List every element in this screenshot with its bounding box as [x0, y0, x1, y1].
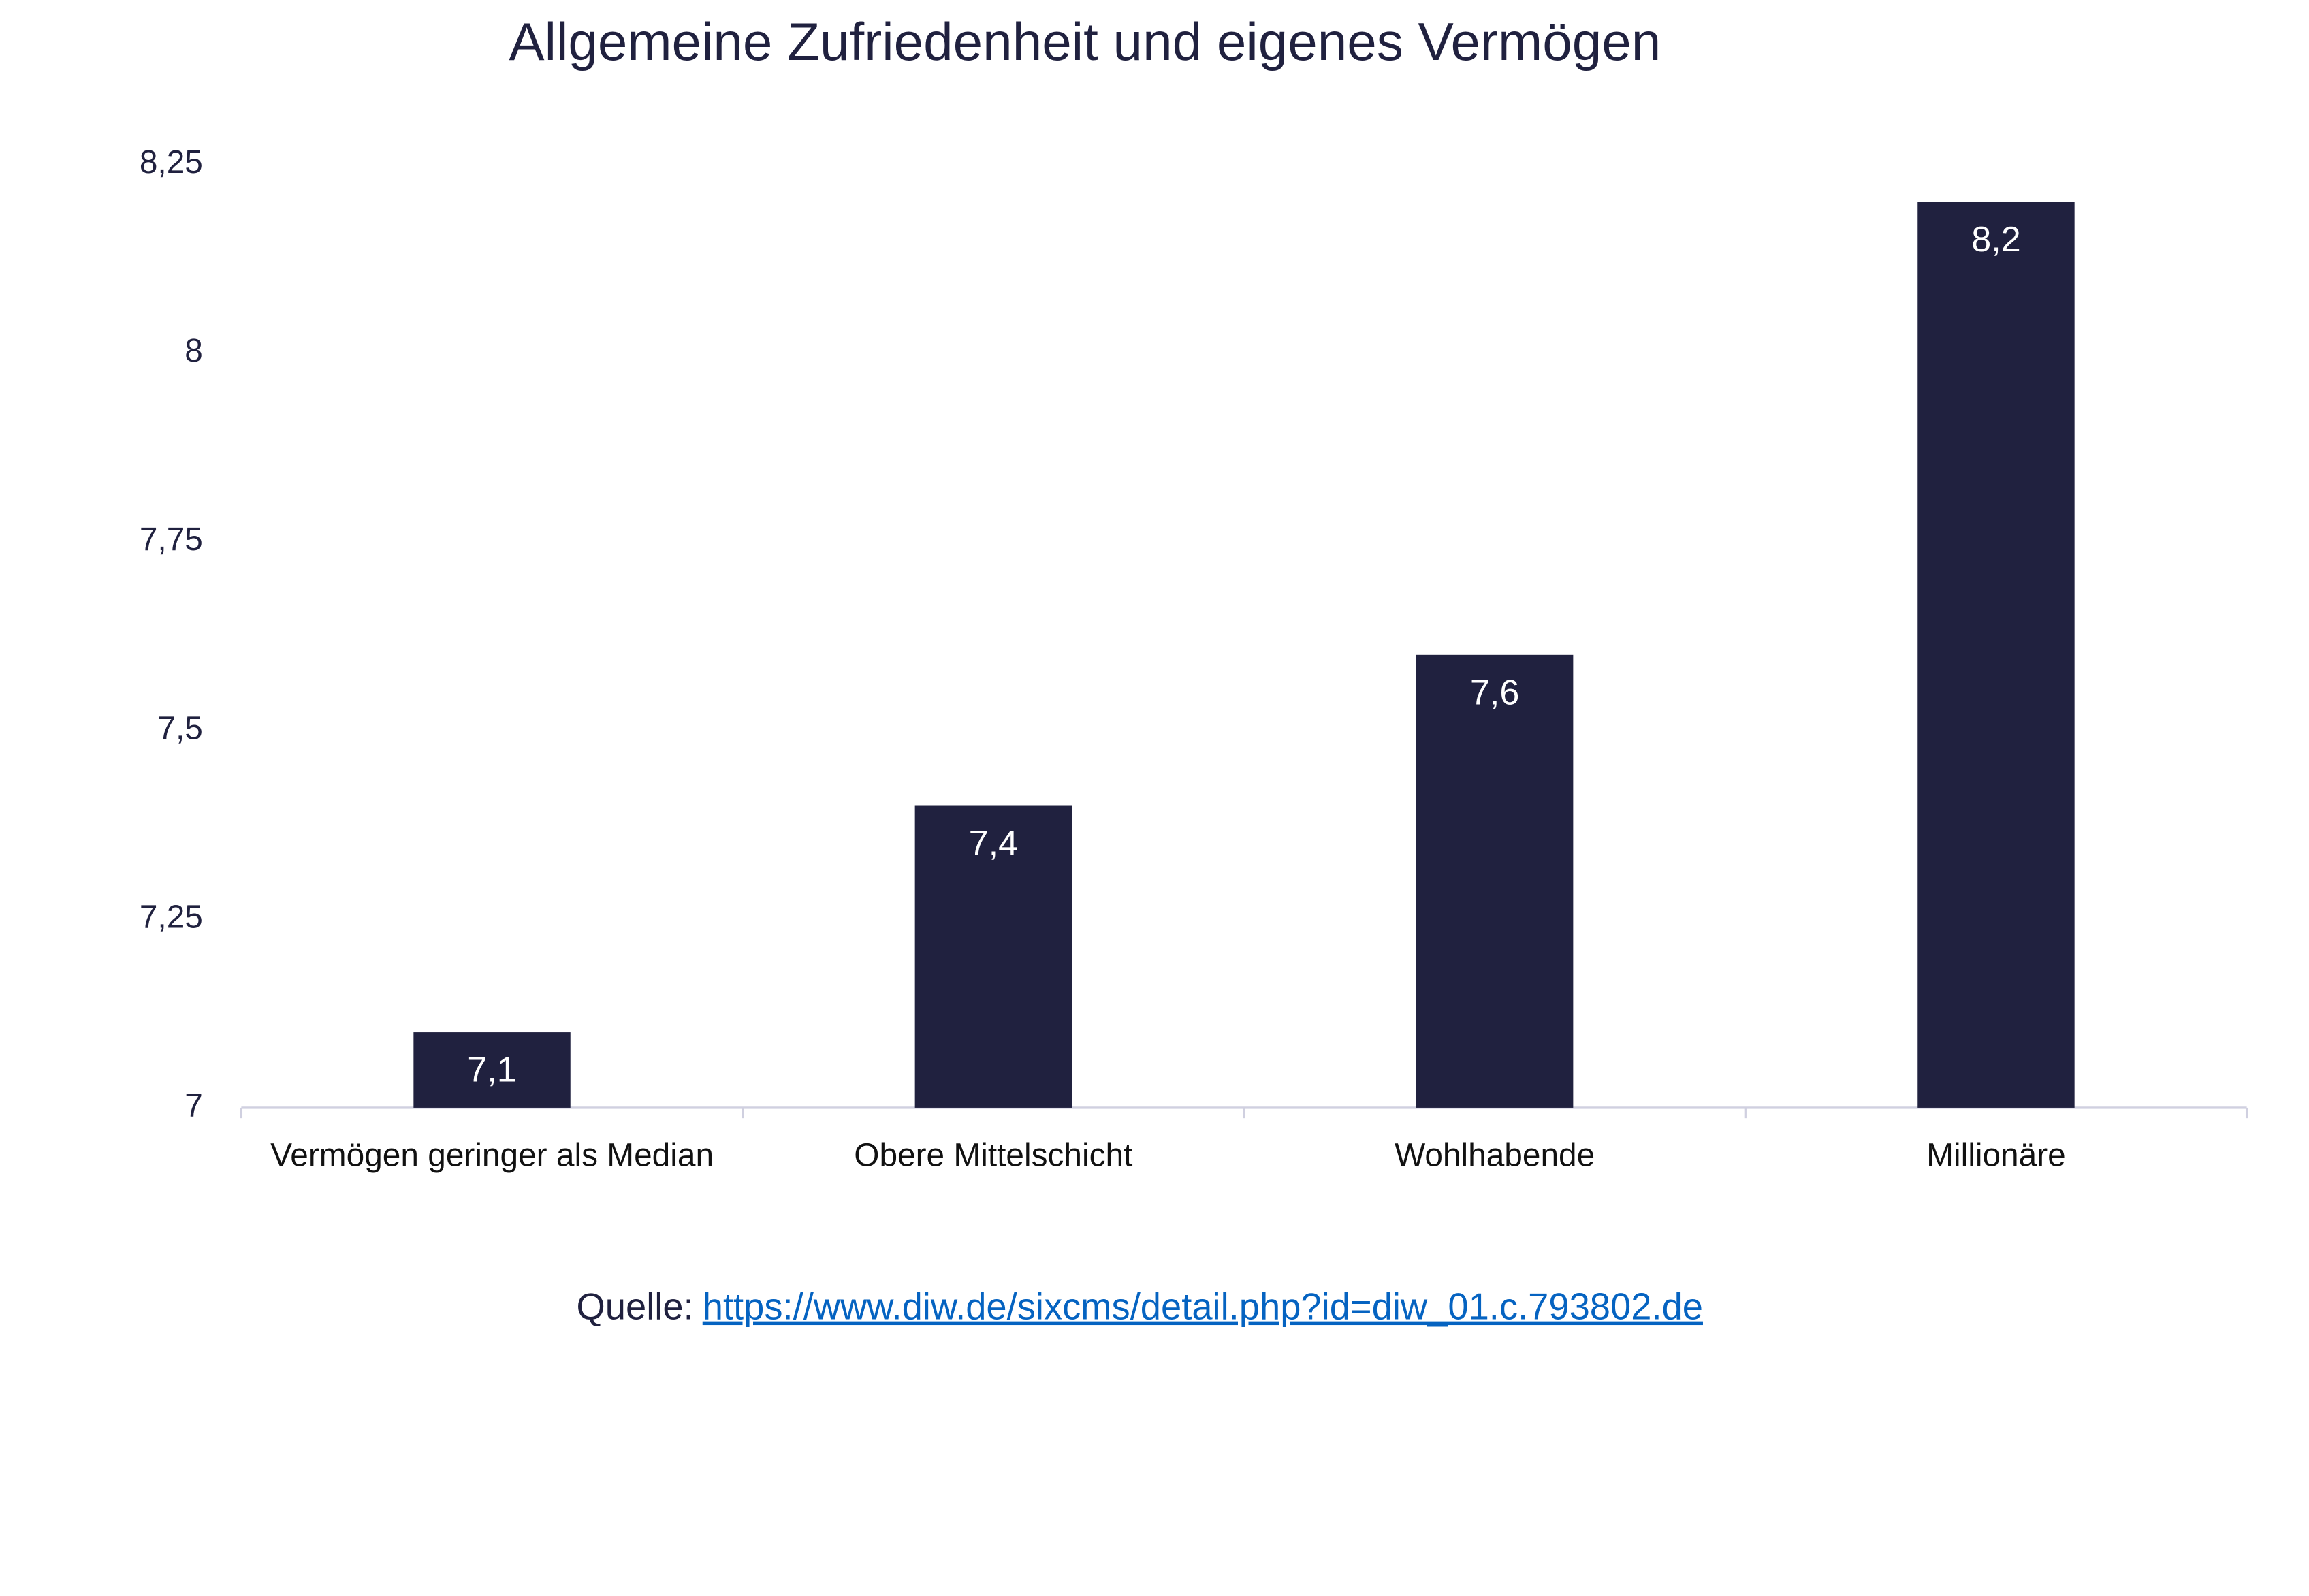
x-tick-label: Obere Mittelschicht: [854, 1137, 1132, 1173]
y-tick-label: 8,25: [140, 144, 203, 180]
x-tick-label: Millionäre: [1926, 1137, 2066, 1173]
source-label: Quelle:: [577, 1286, 694, 1328]
y-tick-label: 7,5: [157, 710, 202, 746]
data-label: 7,4: [969, 824, 1019, 863]
bar: [914, 805, 1072, 1108]
x-tick-label: Vermögen geringer als Median: [270, 1137, 714, 1173]
source-link[interactable]: https://www.diw.de/sixcms/detail.php?id=…: [703, 1286, 1703, 1328]
data-label: 8,2: [1971, 220, 2021, 259]
data-label: 7,1: [467, 1051, 517, 1090]
chart-title: Allgemeine Zufriedenheit und eigenes Ver…: [509, 12, 1661, 71]
y-tick-label: 7: [185, 1088, 203, 1124]
y-tick-label: 8: [185, 333, 203, 369]
bar: [1917, 202, 2075, 1108]
y-tick-label: 7,25: [140, 899, 203, 935]
bar: [413, 1032, 571, 1108]
source: Quelle: https://www.diw.de/sixcms/detail.…: [577, 1286, 1703, 1328]
bar: [1416, 654, 1574, 1108]
x-tick-label: Wohlhabende: [1395, 1137, 1595, 1173]
data-label: 7,6: [1470, 673, 1520, 712]
y-tick-label: 7,75: [140, 522, 203, 558]
